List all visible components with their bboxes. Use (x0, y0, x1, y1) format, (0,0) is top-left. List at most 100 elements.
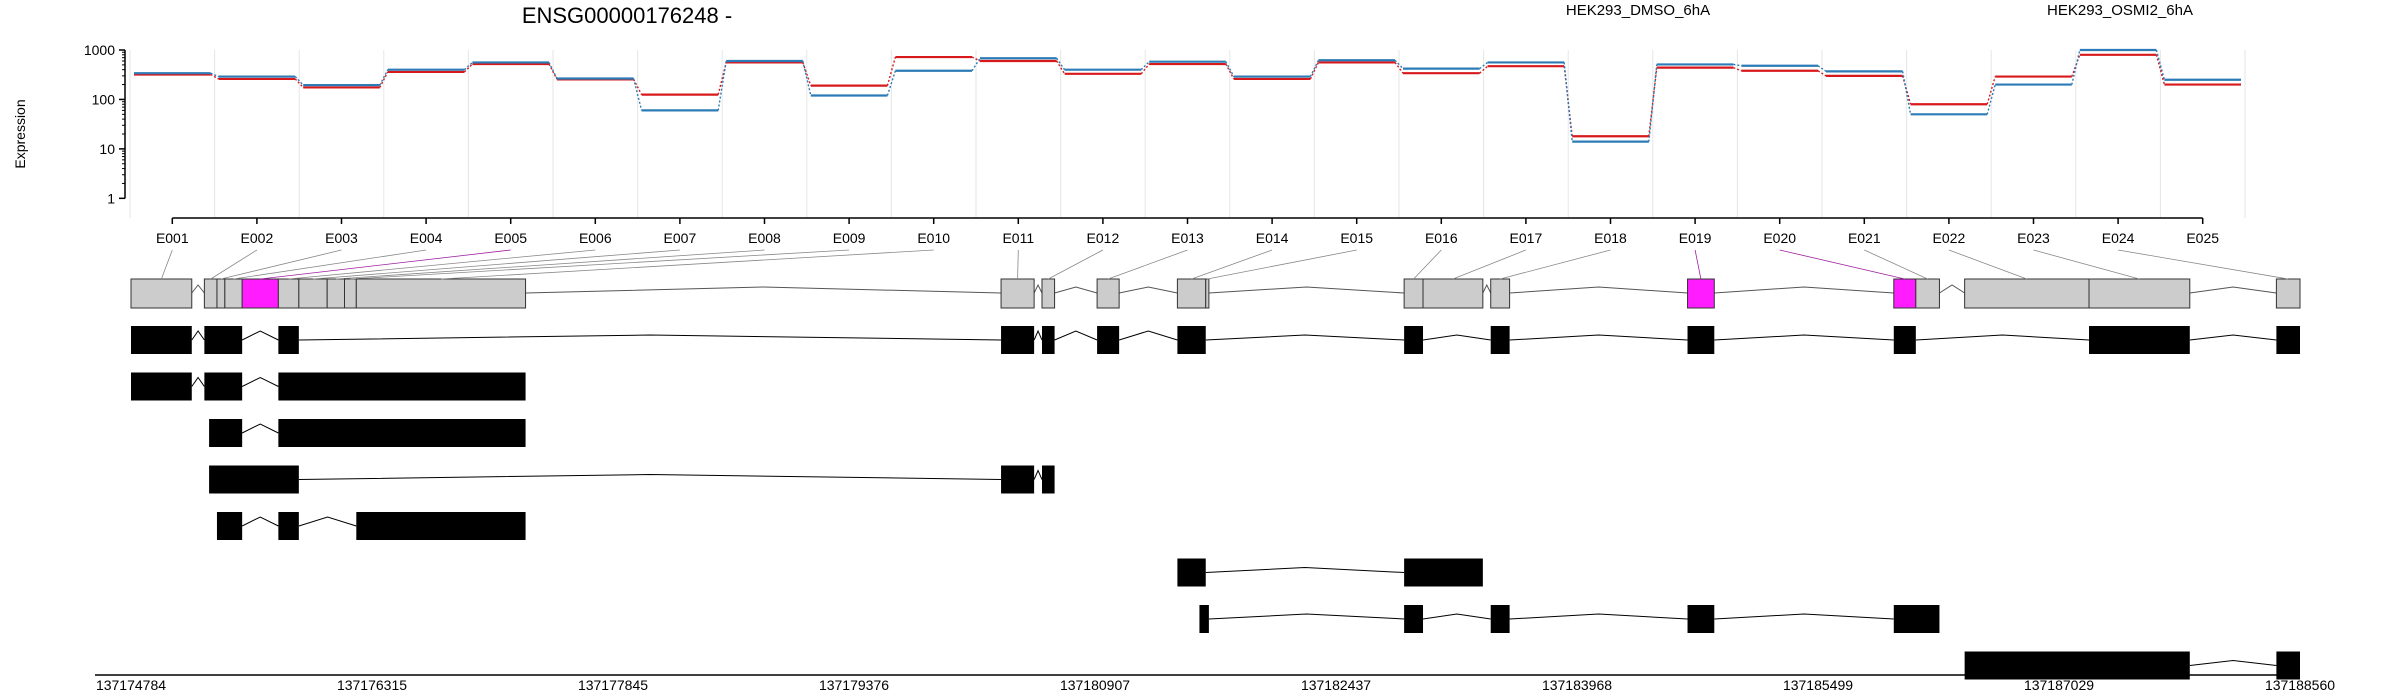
bin-connector (1452, 249, 1527, 280)
bin-connector (220, 249, 342, 280)
genomic-tick-label: 137183968 (1542, 677, 1612, 693)
x-tick-label: E002 (241, 230, 274, 246)
genomic-tick-label: 137188560 (2265, 677, 2335, 693)
transcript-exon (1893, 605, 1940, 633)
series-connector (1309, 62, 1320, 80)
transcript-intron (1509, 334, 1688, 341)
x-tick-label: E015 (1340, 230, 1373, 246)
transcript-exon (2276, 326, 2300, 354)
transcript-exon (278, 326, 299, 354)
exon-bin-e018 (1490, 278, 1511, 309)
transcript-intron (1033, 469, 1043, 480)
series-1 (134, 53, 2241, 138)
transcript-intron (1208, 613, 1405, 620)
x-tick-label: E019 (1679, 230, 1712, 246)
bin-connector (210, 249, 258, 280)
series-connector (886, 56, 897, 86)
exon-bin-e012 (1041, 278, 1056, 309)
series-connector (632, 79, 643, 95)
series-connector (1225, 61, 1235, 77)
exon-bin-e005 (241, 278, 279, 309)
gene-model-intron (525, 286, 1002, 294)
gene-model-intron (1482, 283, 1492, 294)
series-connector (632, 78, 643, 111)
series-connector (2155, 49, 2166, 80)
exon-bin-e008 (326, 278, 345, 309)
gene-model-layer (130, 249, 2301, 309)
transcript-exon (1893, 326, 1916, 354)
exon-bin-e014 (1176, 278, 1207, 309)
series-connector (548, 63, 558, 80)
genomic-tick-label: 137177845 (578, 677, 648, 693)
transcript-intron (298, 334, 1002, 341)
transcript-3 (209, 419, 526, 447)
transcript-6 (1177, 558, 1483, 587)
transcript-exon (1177, 558, 1206, 587)
bin-connector (1500, 249, 1611, 280)
transcript-intron (1205, 334, 1405, 341)
x-tick-label: E021 (1848, 230, 1881, 246)
transcript-intron (1118, 330, 1178, 341)
genomic-tick-label: 137185499 (1783, 677, 1853, 693)
series-connector (1140, 61, 1150, 71)
transcript-exon (1097, 326, 1120, 354)
series-connector (210, 72, 219, 78)
x-tick-label: E001 (156, 230, 189, 246)
genomic-tick-label: 137180907 (1060, 677, 1130, 693)
bin-connector (2033, 249, 2140, 280)
series-2 (134, 48, 2241, 143)
transcript-exon (1177, 326, 1206, 354)
x-tick-label: E004 (410, 230, 443, 246)
bin-connector (1107, 249, 1188, 280)
x-tick-label: E005 (494, 230, 527, 246)
transcript-intron (2189, 334, 2277, 341)
x-tick-label: E017 (1510, 230, 1543, 246)
genomic-tick-label: 137187029 (2024, 677, 2094, 693)
x-tick-label: E003 (325, 230, 358, 246)
transcript-exon (1404, 605, 1424, 633)
transcript-intron (1205, 566, 1405, 573)
series-connector (1986, 76, 1996, 105)
transcript-intron (1054, 330, 1098, 341)
exon-bin-e020 (1893, 278, 1917, 309)
exon-bin-e009 (343, 278, 357, 309)
series-connector (2071, 49, 2081, 85)
transcript-2 (131, 372, 526, 401)
transcript-intron (191, 330, 205, 341)
bin-connector (2118, 249, 2289, 280)
transcript-exon (1001, 465, 1035, 494)
grid-layer (129, 50, 2246, 218)
gene-model-intron (1208, 286, 1405, 294)
transcript-intron (298, 516, 357, 527)
x-tick-label: E006 (579, 230, 612, 246)
bin-connector (1413, 249, 1442, 280)
series-connector (1563, 62, 1573, 142)
transcript-4 (209, 465, 1055, 494)
transcript-intron (241, 330, 279, 341)
bin-connector (1864, 249, 1928, 280)
series-connector (1648, 67, 1658, 137)
y-tick-label: 1000 (84, 42, 115, 58)
series-connector (2155, 54, 2166, 85)
exon-bin-e019 (1687, 278, 1715, 309)
gene-model-intron (1509, 286, 1688, 294)
series-connector (1479, 61, 1489, 70)
series-connector (1309, 59, 1320, 77)
exon-bin-e016 (1403, 278, 1424, 309)
transcripts-layer (131, 326, 2300, 680)
exon-bin-e013 (1096, 278, 1120, 309)
exon-bin-e015 (1205, 278, 1210, 309)
transcript-exon (204, 326, 243, 354)
x-tick-label: E022 (1933, 230, 1966, 246)
series-connector (1056, 60, 1066, 75)
exon-bin-e006 (277, 278, 300, 309)
transcript-exon (1490, 326, 1510, 354)
x-tick-label: E013 (1171, 230, 1204, 246)
transcript-intron (1714, 613, 1894, 620)
transcript-1 (131, 326, 2300, 354)
bin-connector (260, 249, 511, 280)
legend-series-1: HEK293_DMSO_6hA (1566, 2, 1710, 19)
transcript-intron (241, 423, 279, 434)
series-connector (1817, 70, 1827, 77)
transcript-exon (1490, 605, 1510, 633)
